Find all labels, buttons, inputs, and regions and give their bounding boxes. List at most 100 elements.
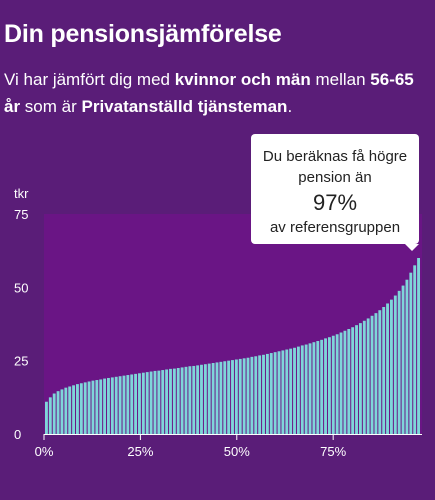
bar xyxy=(304,344,308,434)
bar xyxy=(316,341,320,434)
desc-text-2: mellan xyxy=(310,70,371,89)
bar xyxy=(389,299,393,434)
y-tick-label: 75 xyxy=(14,207,28,222)
bar xyxy=(300,345,304,434)
bar xyxy=(149,371,153,434)
bars xyxy=(45,258,420,434)
bar xyxy=(366,318,370,434)
bar xyxy=(215,362,219,434)
bar xyxy=(138,373,141,434)
bar xyxy=(134,373,138,434)
bar xyxy=(45,401,48,434)
bar xyxy=(165,369,169,434)
bar xyxy=(196,365,200,434)
bar xyxy=(265,353,269,434)
bar xyxy=(227,360,231,434)
bar xyxy=(64,387,68,434)
comparison-description: Vi har jämfört dig med kvinnor och män m… xyxy=(4,66,429,120)
bar xyxy=(188,366,192,434)
bar xyxy=(200,364,203,434)
bar xyxy=(184,366,188,434)
bar xyxy=(60,389,64,434)
bar xyxy=(192,365,196,434)
bar xyxy=(126,375,130,434)
y-axis-ticks: 0 25 50 75 xyxy=(14,207,28,442)
bar xyxy=(95,380,99,434)
y-tick-label: 50 xyxy=(14,280,28,295)
bar xyxy=(405,279,409,434)
bar xyxy=(172,368,176,434)
bar xyxy=(401,285,405,434)
bar xyxy=(153,370,157,434)
bar xyxy=(141,372,145,434)
bar xyxy=(52,393,56,434)
bar xyxy=(289,348,293,434)
bar xyxy=(397,290,401,434)
tooltip-line-3: av referensgruppen xyxy=(269,219,401,236)
bar xyxy=(362,320,366,434)
bar xyxy=(72,385,76,434)
bar xyxy=(48,397,52,434)
bar xyxy=(207,363,211,434)
bar xyxy=(246,357,250,434)
tooltip-line-1: Du beräknas få högre pension än xyxy=(262,148,408,186)
bar xyxy=(417,258,420,434)
bar xyxy=(180,367,184,434)
bar xyxy=(203,364,207,434)
y-axis-unit-label: tkr xyxy=(14,186,29,201)
bar xyxy=(83,382,87,434)
bar xyxy=(76,384,79,434)
bar xyxy=(231,360,234,434)
x-tick-label: 50% xyxy=(224,444,250,459)
bar xyxy=(114,376,118,434)
bar xyxy=(347,328,351,434)
bar xyxy=(378,310,382,434)
bar xyxy=(296,346,300,434)
bar xyxy=(386,303,389,434)
desc-group: kvinnor och män xyxy=(174,70,311,89)
tooltip-percentile: 97% xyxy=(312,190,358,215)
bar xyxy=(110,377,114,434)
bar xyxy=(413,265,417,434)
bar xyxy=(169,368,172,434)
bar xyxy=(91,380,95,434)
bar xyxy=(339,332,343,434)
bar xyxy=(312,342,316,434)
x-axis-ticks: 0% 25% 50% 75% xyxy=(35,434,347,459)
bar xyxy=(308,343,312,434)
bar xyxy=(370,315,374,434)
bar xyxy=(355,325,358,434)
bar xyxy=(343,330,347,434)
y-tick-label: 0 xyxy=(14,427,21,442)
bar xyxy=(161,370,165,434)
bar xyxy=(219,361,223,434)
bar xyxy=(285,349,289,434)
bar xyxy=(409,272,413,434)
bar xyxy=(320,339,324,434)
tooltip-arrow xyxy=(405,244,419,251)
bar xyxy=(254,356,258,434)
x-tick-label: 25% xyxy=(127,444,153,459)
y-tick-label: 25 xyxy=(14,354,28,369)
bar xyxy=(56,391,60,434)
bar xyxy=(374,313,378,434)
bar xyxy=(211,363,215,434)
bar xyxy=(293,347,296,434)
bar xyxy=(223,361,227,434)
x-tick-label: 0% xyxy=(35,444,54,459)
bar xyxy=(99,379,103,434)
bar xyxy=(157,370,161,434)
desc-occupation: Privatanställd tjänsteman xyxy=(81,97,288,116)
desc-text-1: Vi har jämfört dig med xyxy=(4,70,175,89)
bar xyxy=(79,383,83,434)
bar xyxy=(118,376,122,434)
bar xyxy=(176,368,180,434)
bar xyxy=(145,372,149,434)
percentile-tooltip: Du beräknas få högre pension än 97% av r… xyxy=(251,134,419,251)
bar xyxy=(324,338,327,434)
bar xyxy=(238,358,242,434)
x-tick-label: 75% xyxy=(320,444,346,459)
bar xyxy=(382,306,386,434)
bar xyxy=(68,386,72,434)
bar xyxy=(250,356,254,434)
